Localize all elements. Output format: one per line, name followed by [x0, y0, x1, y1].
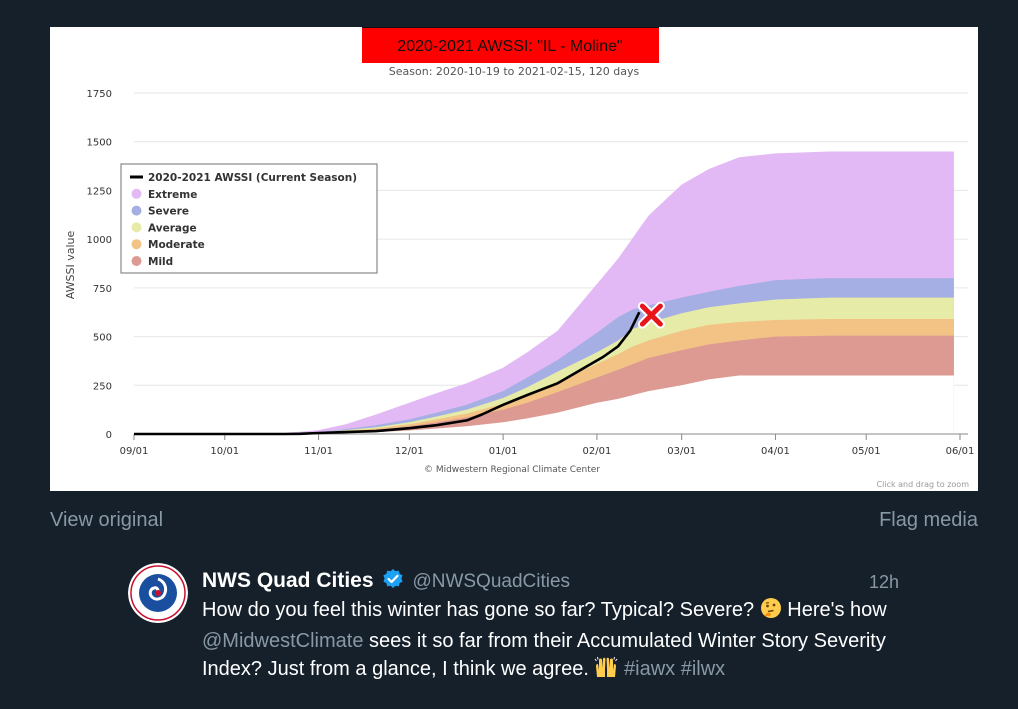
- hashtag-iawx[interactable]: #iawx: [624, 658, 676, 680]
- legend-item-label: 2020-2021 AWSSI (Current Season): [148, 172, 357, 184]
- display-name[interactable]: NWS Quad Cities: [202, 569, 374, 592]
- chart-bands: [134, 151, 954, 434]
- current-position-x-marker: [637, 301, 665, 329]
- x-tick-label: 04/01: [761, 446, 790, 457]
- tweet-text: How do you feel this winter has gone so …: [202, 596, 902, 686]
- tweet-time[interactable]: 12h: [868, 572, 899, 592]
- legend-item-label: Mild: [148, 256, 173, 268]
- nws-logo-icon: [128, 563, 188, 623]
- avatar[interactable]: [128, 563, 188, 623]
- x-tick-label: 01/01: [489, 446, 518, 457]
- current-season-series: [134, 311, 641, 436]
- current-season-line: [134, 311, 641, 436]
- legend-swatch: [131, 222, 142, 233]
- x-tick-label: 06/01: [946, 446, 975, 457]
- marker-cross: [639, 303, 663, 327]
- verified-badge-icon: [382, 568, 404, 595]
- legend-item-label: Average: [148, 222, 197, 234]
- handle[interactable]: @NWSQuadCities: [412, 571, 571, 592]
- y-tick-label: 1250: [87, 186, 112, 197]
- legend-swatch: [131, 256, 142, 266]
- band-floor: [134, 375, 954, 434]
- x-tick-label: 03/01: [667, 446, 696, 457]
- hashtag-ilwx[interactable]: #ilwx: [680, 658, 726, 680]
- x-tick-label: 02/01: [583, 446, 612, 457]
- chart-title: 2020-2021 AWSSI: "IL - Moline": [397, 38, 622, 55]
- x-tick-label: 05/01: [852, 446, 881, 457]
- mention-link[interactable]: @MidwestClimate: [202, 630, 364, 652]
- x-tick-label: 11/01: [304, 446, 333, 457]
- chart-axes: 0 250 500 750 1000 1250 1500 1750 09/01 10/01 11/0…: [87, 89, 975, 457]
- y-tick-label: 1750: [87, 89, 112, 100]
- y-tick-label: 500: [93, 333, 112, 344]
- flag-media-link[interactable]: Flag media: [879, 509, 978, 531]
- chart-svg: 2020-2021 AWSSI: "IL - Moline" Season: 2…: [64, 27, 975, 489]
- chart-title-bg: [362, 27, 659, 63]
- y-tick-label: 0: [106, 430, 112, 441]
- tweet-text-part: How do you feel this winter has gone so …: [202, 599, 755, 621]
- tweet-text-part: Here's how: [787, 599, 887, 621]
- chart-legend: 2020-2021 AWSSI (Current Season) Extreme S…: [120, 163, 378, 274]
- y-axis-label: AWSSI value: [64, 230, 77, 299]
- thinking-face-icon: [760, 597, 782, 627]
- raising-hands-icon: [594, 656, 618, 686]
- x-tick-label: 12/01: [395, 446, 424, 457]
- chart-credit: © Midwestern Regional Climate Center: [424, 465, 600, 475]
- legend-box: [120, 163, 378, 274]
- legend-swatch: [131, 205, 142, 216]
- legend-swatch: [131, 239, 142, 250]
- y-tick-label: 250: [93, 381, 112, 392]
- x-tick-label: 09/01: [120, 446, 149, 457]
- legend-item-label: Extreme: [148, 189, 197, 201]
- x-tick-label: 10/01: [210, 446, 239, 457]
- zoom-hint: Click and drag to zoom: [877, 480, 970, 489]
- current-position-marker: [637, 301, 665, 329]
- awssi-chart[interactable]: 2020-2021 AWSSI: "IL - Moline" Season: 2…: [50, 27, 978, 491]
- legend-swatch: [131, 188, 142, 199]
- legend-item-label: Moderate: [148, 239, 205, 251]
- y-tick-label: 1500: [87, 138, 112, 149]
- tweet-text-part: sees it so far from their Accumulated Wi…: [202, 630, 886, 680]
- legend-item-label: Severe: [148, 206, 189, 218]
- y-tick-label: 1000: [87, 235, 112, 246]
- chart-subtitle: Season: 2020-10-19 to 2021-02-15, 120 da…: [389, 65, 640, 78]
- y-tick-label: 750: [93, 284, 112, 295]
- view-original-link[interactable]: View original: [50, 509, 164, 531]
- tweet-header: NWS Quad Cities @NWSQuadCities 12h: [202, 568, 899, 596]
